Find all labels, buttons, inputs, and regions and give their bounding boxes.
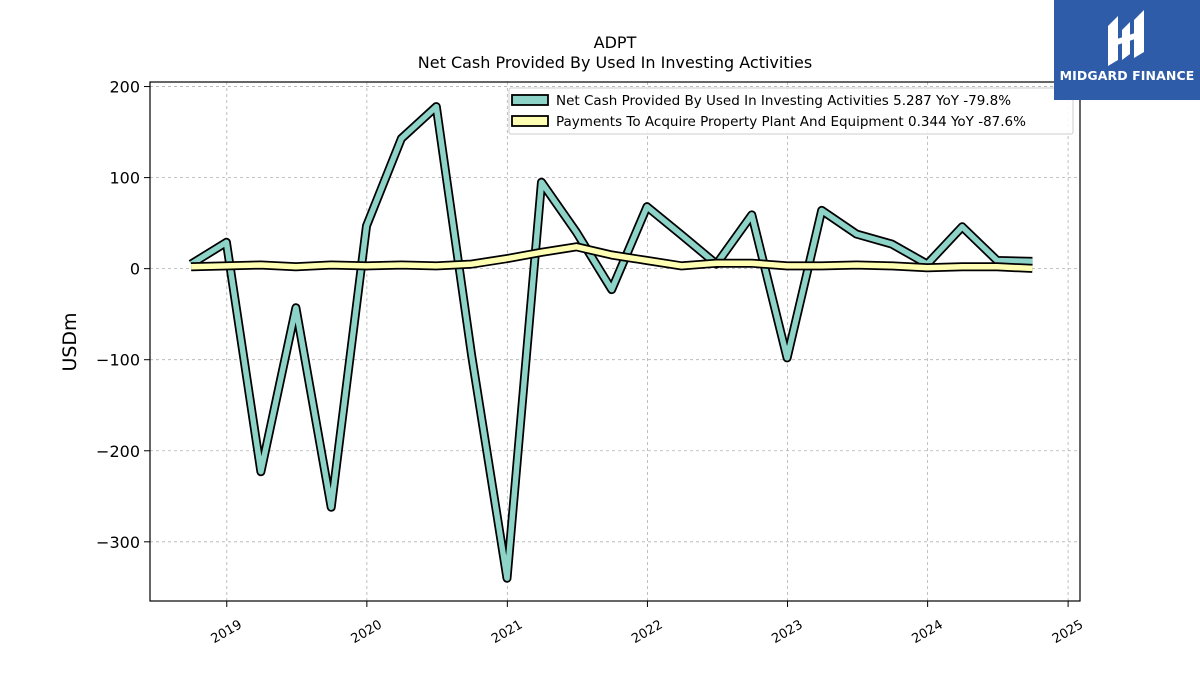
x-tick-label: 2023 [769,617,805,647]
brand-watermark: MIDGARD FINANCE [1054,0,1200,100]
x-tick-label: 2024 [909,617,945,647]
chart-subtitle: Net Cash Provided By Used In Investing A… [418,53,812,72]
chart-title: ADPT [594,33,637,52]
y-tick-label: −200 [96,442,140,461]
series-1-line [189,103,1033,581]
x-tick-label: 2025 [1050,617,1086,647]
y-tick-label: 100 [109,169,140,188]
x-tick-label: 2022 [629,617,665,647]
legend-label-1: Net Cash Provided By Used In Investing A… [556,93,1011,109]
legend-label-2: Payments To Acquire Property Plant And E… [556,114,1026,130]
y-tick-label: −100 [96,351,140,370]
legend-box [508,87,1074,135]
series-lines [188,102,1033,583]
x-tick-label: 2020 [349,617,385,647]
x-tick-label: 2019 [209,617,245,647]
legend-swatch-2 [511,115,549,127]
y-axis-label: USDm [59,312,81,371]
grid [150,82,1080,601]
legend: Net Cash Provided By Used In Investing A… [508,87,1074,135]
y-tick-label: 200 [109,78,140,97]
series-2-line [191,244,1033,272]
y-tick-label: −300 [96,533,140,552]
plot-frame [149,81,1081,602]
legend-swatch-1 [511,94,549,106]
midgard-logo-icon [1108,10,1144,66]
x-tick-label: 2021 [489,617,525,647]
brand-name: MIDGARD FINANCE [1059,68,1195,83]
y-tick-label: 0 [130,260,140,279]
